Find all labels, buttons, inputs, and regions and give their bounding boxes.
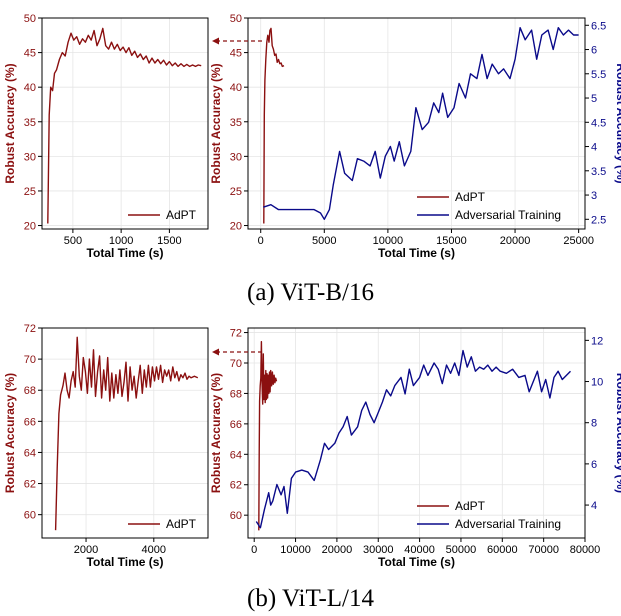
y-tick-label: 30 xyxy=(230,151,242,163)
y-tick-label: 25 xyxy=(230,186,242,198)
y-tick-label: 62 xyxy=(230,480,242,492)
x-tick-label: 80000 xyxy=(570,544,601,556)
x-axis-label: Total Time (s) xyxy=(87,246,164,260)
y-tick-label: 72 xyxy=(24,323,36,335)
y-tick-label: 68 xyxy=(230,388,242,400)
caption-vit-b16: (a) ViT-B/16 xyxy=(247,279,374,306)
plot-frame xyxy=(247,327,586,539)
y-tick-label: 40 xyxy=(230,82,242,94)
x-tick-label: 0 xyxy=(258,235,264,247)
y-axis-label: Robust Accuracy (%) xyxy=(3,373,17,493)
y2-tick-label: 5 xyxy=(591,93,597,105)
y2-tick-label: 2.5 xyxy=(591,214,606,226)
y-tick-label: 72 xyxy=(230,328,242,340)
x-tick-label: 10000 xyxy=(373,235,404,247)
y-tick-label: 50 xyxy=(230,13,242,25)
y2-tick-label: 8 xyxy=(591,418,597,430)
y-tick-label: 25 xyxy=(24,186,36,198)
x-tick-label: 20000 xyxy=(322,544,353,556)
y-tick-label: 64 xyxy=(230,449,242,461)
caption-vit-l14: (b) ViT-L/14 xyxy=(247,585,374,612)
y-tick-label: 50 xyxy=(24,13,36,25)
y-tick-label: 70 xyxy=(230,358,242,370)
x-tick-label: 50000 xyxy=(446,544,477,556)
series-line-adpt xyxy=(47,27,202,224)
y2-tick-label: 6 xyxy=(591,45,597,57)
x-tick-label: 20000 xyxy=(500,235,531,247)
plot-frame xyxy=(41,327,209,539)
series-line-adpt xyxy=(54,336,199,531)
y-axis-label: Robust Accuracy (%) xyxy=(3,63,17,183)
chart-l14-left: 2000 4000 60 62 64 66 68 70 72 Total Time (s) Robu… xyxy=(3,323,209,569)
y-tick-label: 35 xyxy=(24,117,36,129)
y2-axis-label: Robust Accuracy (%) xyxy=(614,373,621,493)
legend-label: Adversarial Training xyxy=(455,517,561,531)
x-tick-label: 5000 xyxy=(312,235,336,247)
y-tick-label: 45 xyxy=(24,48,36,60)
chart-b16-right: 0 5000 10000 15000 20000 25000202530354045502… xyxy=(209,13,621,260)
x-tick-label: 60000 xyxy=(487,544,518,556)
legend-label: AdPT xyxy=(455,499,486,513)
y2-tick-label: 3.5 xyxy=(591,166,606,178)
x-axis-label: Total Time (s) xyxy=(378,555,455,569)
y-tick-label: 60 xyxy=(230,510,242,522)
x-tick-label: 2000 xyxy=(74,544,98,556)
x-tick-label: 30000 xyxy=(363,544,394,556)
y-tick-label: 66 xyxy=(230,419,242,431)
y2-tick-label: 12 xyxy=(591,335,603,347)
y-tick-label: 62 xyxy=(24,479,36,491)
legend-label: Adversarial Training xyxy=(455,208,561,222)
series-line-adversarial-training xyxy=(255,349,572,529)
zoom-arrow-b16-head xyxy=(212,37,219,45)
series-line-adpt xyxy=(263,27,285,224)
x-tick-label: 70000 xyxy=(528,544,559,556)
y2-tick-label: 4 xyxy=(591,500,597,512)
y-tick-label: 66 xyxy=(24,416,36,428)
y-tick-label: 64 xyxy=(24,447,36,459)
y2-tick-label: 10 xyxy=(591,377,603,389)
y-axis-label: Robust Accuracy (%) xyxy=(209,63,223,183)
x-tick-label: 1500 xyxy=(157,235,181,247)
x-axis-label: Total Time (s) xyxy=(378,246,455,260)
series-line-adpt xyxy=(258,341,278,531)
x-tick-label: 500 xyxy=(64,235,82,247)
y2-tick-label: 6.5 xyxy=(591,20,606,32)
y2-tick-label: 6 xyxy=(591,459,597,471)
legend-label: AdPT xyxy=(455,190,486,204)
y2-tick-label: 4.5 xyxy=(591,117,606,129)
y2-tick-label: 3 xyxy=(591,190,597,202)
x-tick-label: 25000 xyxy=(563,235,594,247)
y2-tick-label: 5.5 xyxy=(591,69,606,81)
y-tick-label: 60 xyxy=(24,510,36,522)
y2-axis-label: Robust Accuracy (%) xyxy=(614,63,621,183)
plot-frame xyxy=(247,17,586,230)
y-tick-label: 35 xyxy=(230,117,242,129)
y-tick-label: 40 xyxy=(24,82,36,94)
y-tick-label: 20 xyxy=(24,221,36,233)
x-tick-label: 4000 xyxy=(142,544,166,556)
y2-tick-label: 4 xyxy=(591,142,597,154)
y-tick-label: 68 xyxy=(24,385,36,397)
y-tick-label: 45 xyxy=(230,48,242,60)
series-line-adversarial-training xyxy=(263,27,579,221)
x-tick-label: 15000 xyxy=(436,235,467,247)
y-tick-label: 20 xyxy=(230,221,242,233)
x-tick-label: 10000 xyxy=(280,544,311,556)
legend-label: AdPT xyxy=(166,517,197,531)
y-tick-label: 70 xyxy=(24,354,36,366)
zoom-arrow-l14-head xyxy=(212,348,219,356)
y-tick-label: 30 xyxy=(24,151,36,163)
chart-b16-left: 500 1000 1500 20 25 30 35 40 45 50 Total Time (s) R… xyxy=(3,13,209,260)
legend-label: AdPT xyxy=(166,208,197,222)
x-tick-label: 40000 xyxy=(404,544,435,556)
x-tick-label: 0 xyxy=(251,544,257,556)
x-tick-label: 1000 xyxy=(109,235,133,247)
chart-l14-right: 0 10000 20000 30000 40000 50000 60000 70000 8000… xyxy=(209,327,621,569)
y-axis-label: Robust Accuracy (%) xyxy=(209,373,223,493)
plot-frame xyxy=(41,17,209,230)
x-axis-label: Total Time (s) xyxy=(87,555,164,569)
